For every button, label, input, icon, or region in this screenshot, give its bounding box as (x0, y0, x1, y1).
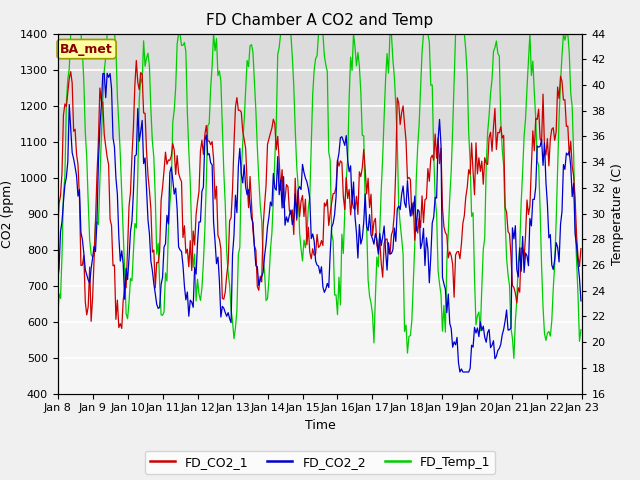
Title: FD Chamber A CO2 and Temp: FD Chamber A CO2 and Temp (206, 13, 434, 28)
Legend: FD_CO2_1, FD_CO2_2, FD_Temp_1: FD_CO2_1, FD_CO2_2, FD_Temp_1 (145, 451, 495, 474)
Y-axis label: Temperature (C): Temperature (C) (611, 163, 624, 264)
Bar (58, 34, 582, 142)
Y-axis label: CO2 (ppm): CO2 (ppm) (1, 180, 14, 248)
X-axis label: Time: Time (305, 419, 335, 432)
Text: BA_met: BA_met (60, 43, 113, 56)
